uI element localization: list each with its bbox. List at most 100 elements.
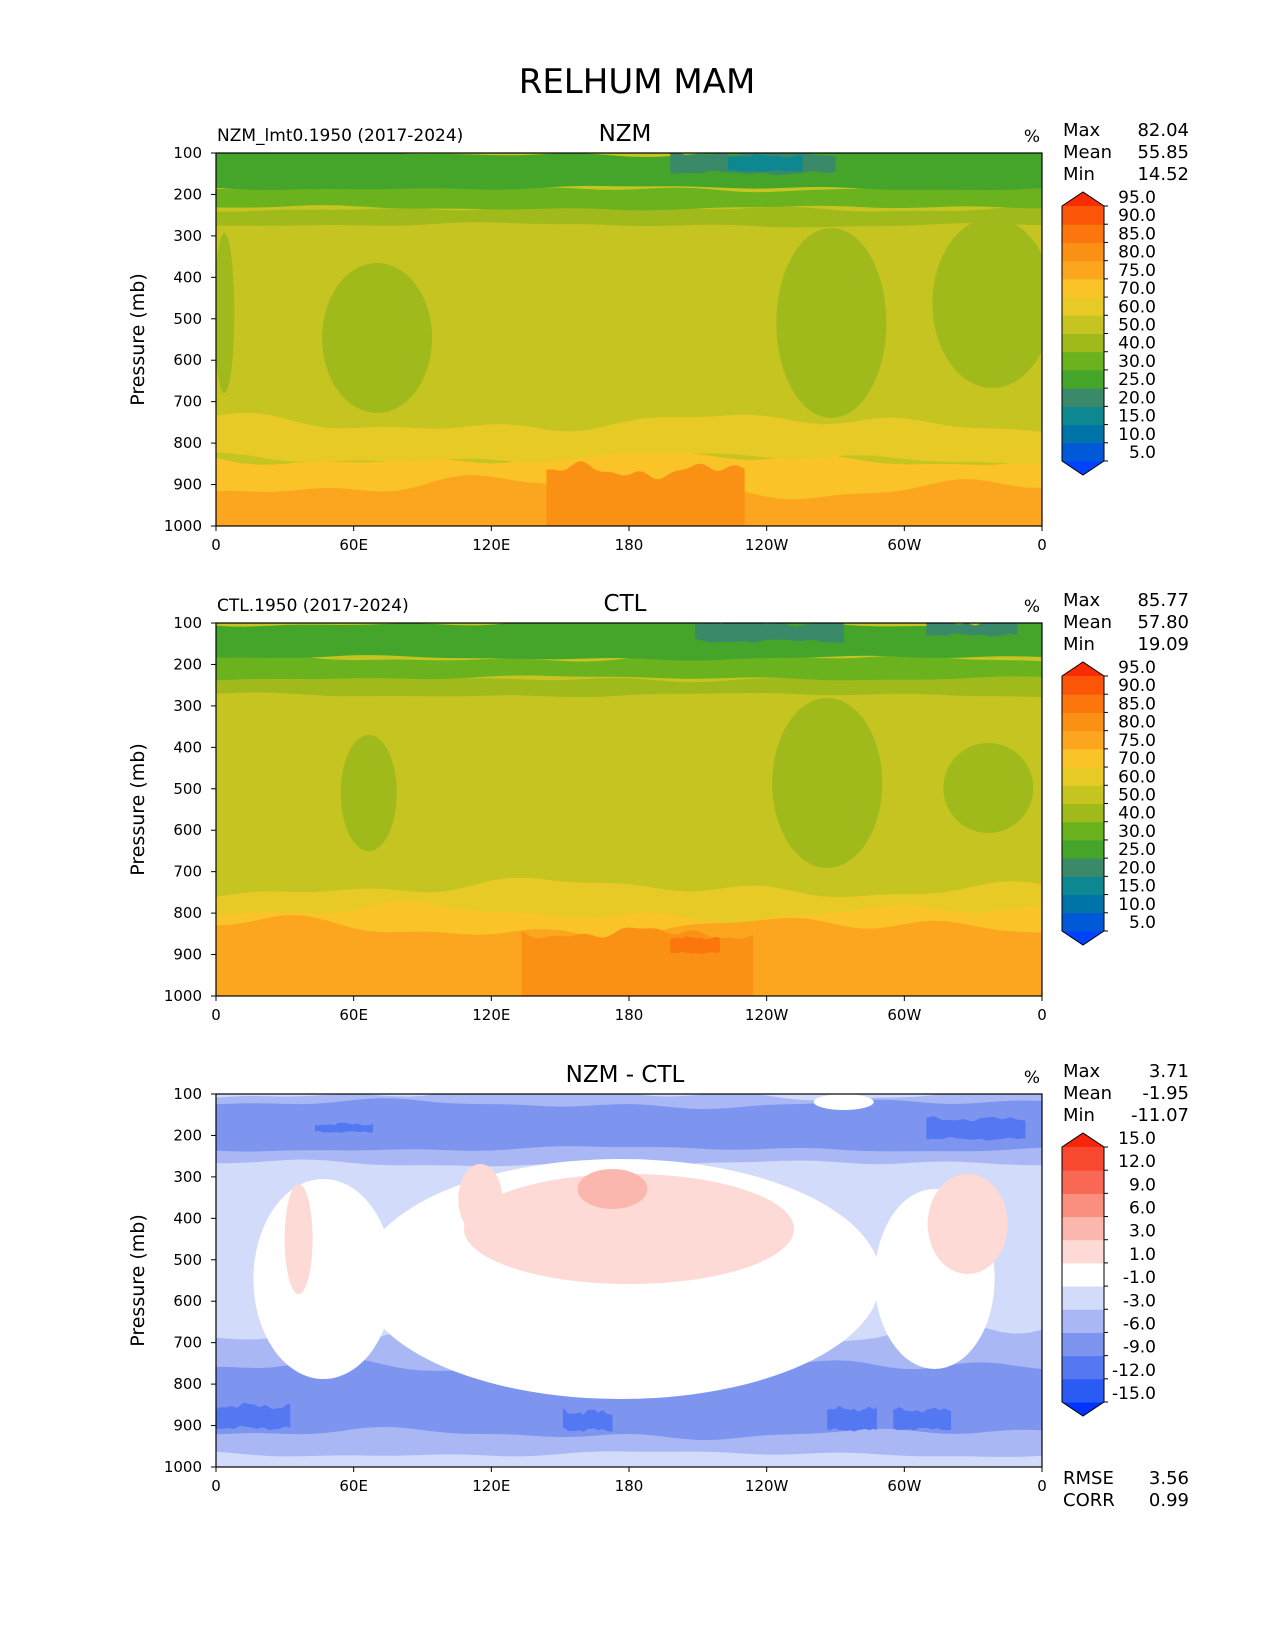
y-tick-label: 600 (173, 351, 202, 369)
colorbar-tick-label: 10.0 (1118, 895, 1156, 915)
colorbar: -15.0 -12.0 -9.0 -6.0 -3.0 -1.0 1.0 3.0 6.0 9.0 12… (1061, 1129, 1156, 1417)
x-tick-label: 180 (615, 536, 644, 554)
case-label: NZM_lmt0.1950 (2017-2024) (217, 126, 463, 146)
colorbar-box (1062, 206, 1104, 225)
stat-label-mean: Mean (1063, 612, 1112, 633)
y-tick-label: 100 (173, 614, 202, 632)
contour-band (315, 1122, 373, 1133)
y-tick-label: 700 (173, 393, 202, 411)
y-tick-label: 400 (173, 738, 202, 756)
colorbar-box (1062, 333, 1104, 353)
y-tick-label: 300 (173, 697, 202, 715)
contour-band (216, 1402, 291, 1430)
contour-field (216, 623, 1042, 996)
colorbar-extend-max (1062, 192, 1104, 206)
stat-label-rmse: RMSE (1063, 1468, 1114, 1489)
stat-value-min: 14.52 (1137, 164, 1189, 185)
stat-value-min: 19.09 (1137, 634, 1189, 655)
colorbar-tick-label: 20.0 (1118, 388, 1156, 408)
x-tick-label: 180 (615, 1477, 644, 1495)
contour-band (670, 936, 720, 954)
y-tick-label: 600 (173, 821, 202, 839)
colorbar-box (1062, 1262, 1104, 1287)
contour-field (216, 1094, 1042, 1467)
colorbar-tick-label: 50.0 (1118, 786, 1156, 806)
colorbar-box (1062, 1239, 1104, 1264)
colorbar-box (1062, 1286, 1104, 1310)
colorbar-tick-label: 85.0 (1118, 694, 1156, 714)
y-tick-label: 800 (173, 434, 202, 452)
colorbar-box (1062, 224, 1104, 243)
contour-region (458, 1164, 503, 1234)
colorbar-box (1062, 839, 1104, 859)
panel-3: 100 200 300 400 500 600 700 800 900 1000 0 60E 120E 1… (127, 1061, 1189, 1511)
colorbar-box (1062, 767, 1104, 786)
colorbar-tick-label: 30.0 (1118, 822, 1156, 842)
stat-value-mean: 55.85 (1137, 142, 1189, 163)
y-tick-label: 1000 (164, 517, 202, 535)
colorbar-box (1062, 242, 1104, 262)
colorbar-tick-label: 75.0 (1118, 261, 1156, 281)
contour-region (253, 1179, 394, 1379)
colorbar-box (1062, 1170, 1104, 1194)
colorbar-extend-min (1062, 461, 1104, 475)
colorbar-box (1062, 406, 1104, 426)
contour-field (216, 153, 1042, 526)
colorbar-box (1062, 1147, 1104, 1171)
colorbar-tick-label: 50.0 (1118, 316, 1156, 336)
colorbar-tick-label: 75.0 (1118, 731, 1156, 751)
colorbar: 5.010.015.020.025.030.040.050.060.070.07… (1061, 658, 1156, 946)
x-tick-label: 60E (339, 1006, 368, 1024)
y-tick-label: 200 (173, 1126, 202, 1144)
units-label: % (1024, 597, 1040, 617)
colorbar-tick-label: 15.0 (1118, 877, 1156, 897)
y-tick-label: 200 (173, 655, 202, 673)
stat-value-corr: 0.99 (1149, 1490, 1189, 1511)
contour-region (464, 1174, 794, 1284)
colorbar-tick-label: -9.0 (1123, 1338, 1156, 1358)
stat-label-mean: Mean (1063, 142, 1112, 163)
colorbar: 5.010.015.020.025.030.040.050.060.070.07… (1061, 188, 1156, 476)
colorbar-tick-label: 6.0 (1129, 1199, 1156, 1219)
y-tick-label: 500 (173, 1251, 202, 1269)
stat-label-max: Max (1063, 120, 1101, 141)
stat-label-min: Min (1063, 1105, 1095, 1126)
colorbar-box (1062, 315, 1104, 334)
stat-label-corr: CORR (1063, 1490, 1115, 1511)
colorbar-box (1062, 1378, 1104, 1403)
y-tick-label: 900 (173, 1417, 202, 1435)
colorbar-box (1062, 858, 1104, 877)
colorbar-box (1062, 1309, 1104, 1333)
units-label: % (1024, 127, 1040, 147)
x-tick-label: 0 (211, 536, 221, 554)
units-label: % (1024, 1068, 1040, 1088)
panel-2: 100 200 300 400 500 600 700 800 900 1000 0 60E 120E 1… (127, 590, 1189, 1024)
stat-value-min: -11.07 (1131, 1105, 1189, 1126)
stat-value-max: 82.04 (1137, 120, 1189, 141)
colorbar-tick-label: -12.0 (1112, 1361, 1156, 1381)
y-tick-label: 600 (173, 1292, 202, 1310)
contour-band (562, 1408, 613, 1432)
colorbar-tick-label: 3.0 (1129, 1222, 1156, 1242)
contour-region (322, 263, 433, 413)
colorbar-box (1062, 676, 1104, 695)
y-tick-label: 800 (173, 904, 202, 922)
y-tick-label: 500 (173, 310, 202, 328)
colorbar-box (1062, 712, 1104, 732)
colorbar-tick-label: 25.0 (1118, 840, 1156, 860)
y-axis-label: Pressure (mb) (127, 743, 149, 876)
y-tick-label: 300 (173, 1168, 202, 1186)
colorbar-tick-label: -6.0 (1123, 1314, 1156, 1334)
y-axis-label: Pressure (mb) (127, 1214, 149, 1347)
contour-band (827, 1406, 877, 1432)
colorbar-extend-min (1062, 931, 1104, 945)
y-tick-label: 900 (173, 946, 202, 964)
stat-value-mean: 57.80 (1137, 612, 1189, 633)
stat-value-max: 85.77 (1137, 590, 1189, 611)
x-tick-label: 0 (1037, 536, 1047, 554)
contour-band (216, 204, 1042, 228)
y-tick-label: 1000 (164, 987, 202, 1005)
stat-value-mean: -1.95 (1142, 1083, 1189, 1104)
colorbar-box (1062, 912, 1104, 932)
